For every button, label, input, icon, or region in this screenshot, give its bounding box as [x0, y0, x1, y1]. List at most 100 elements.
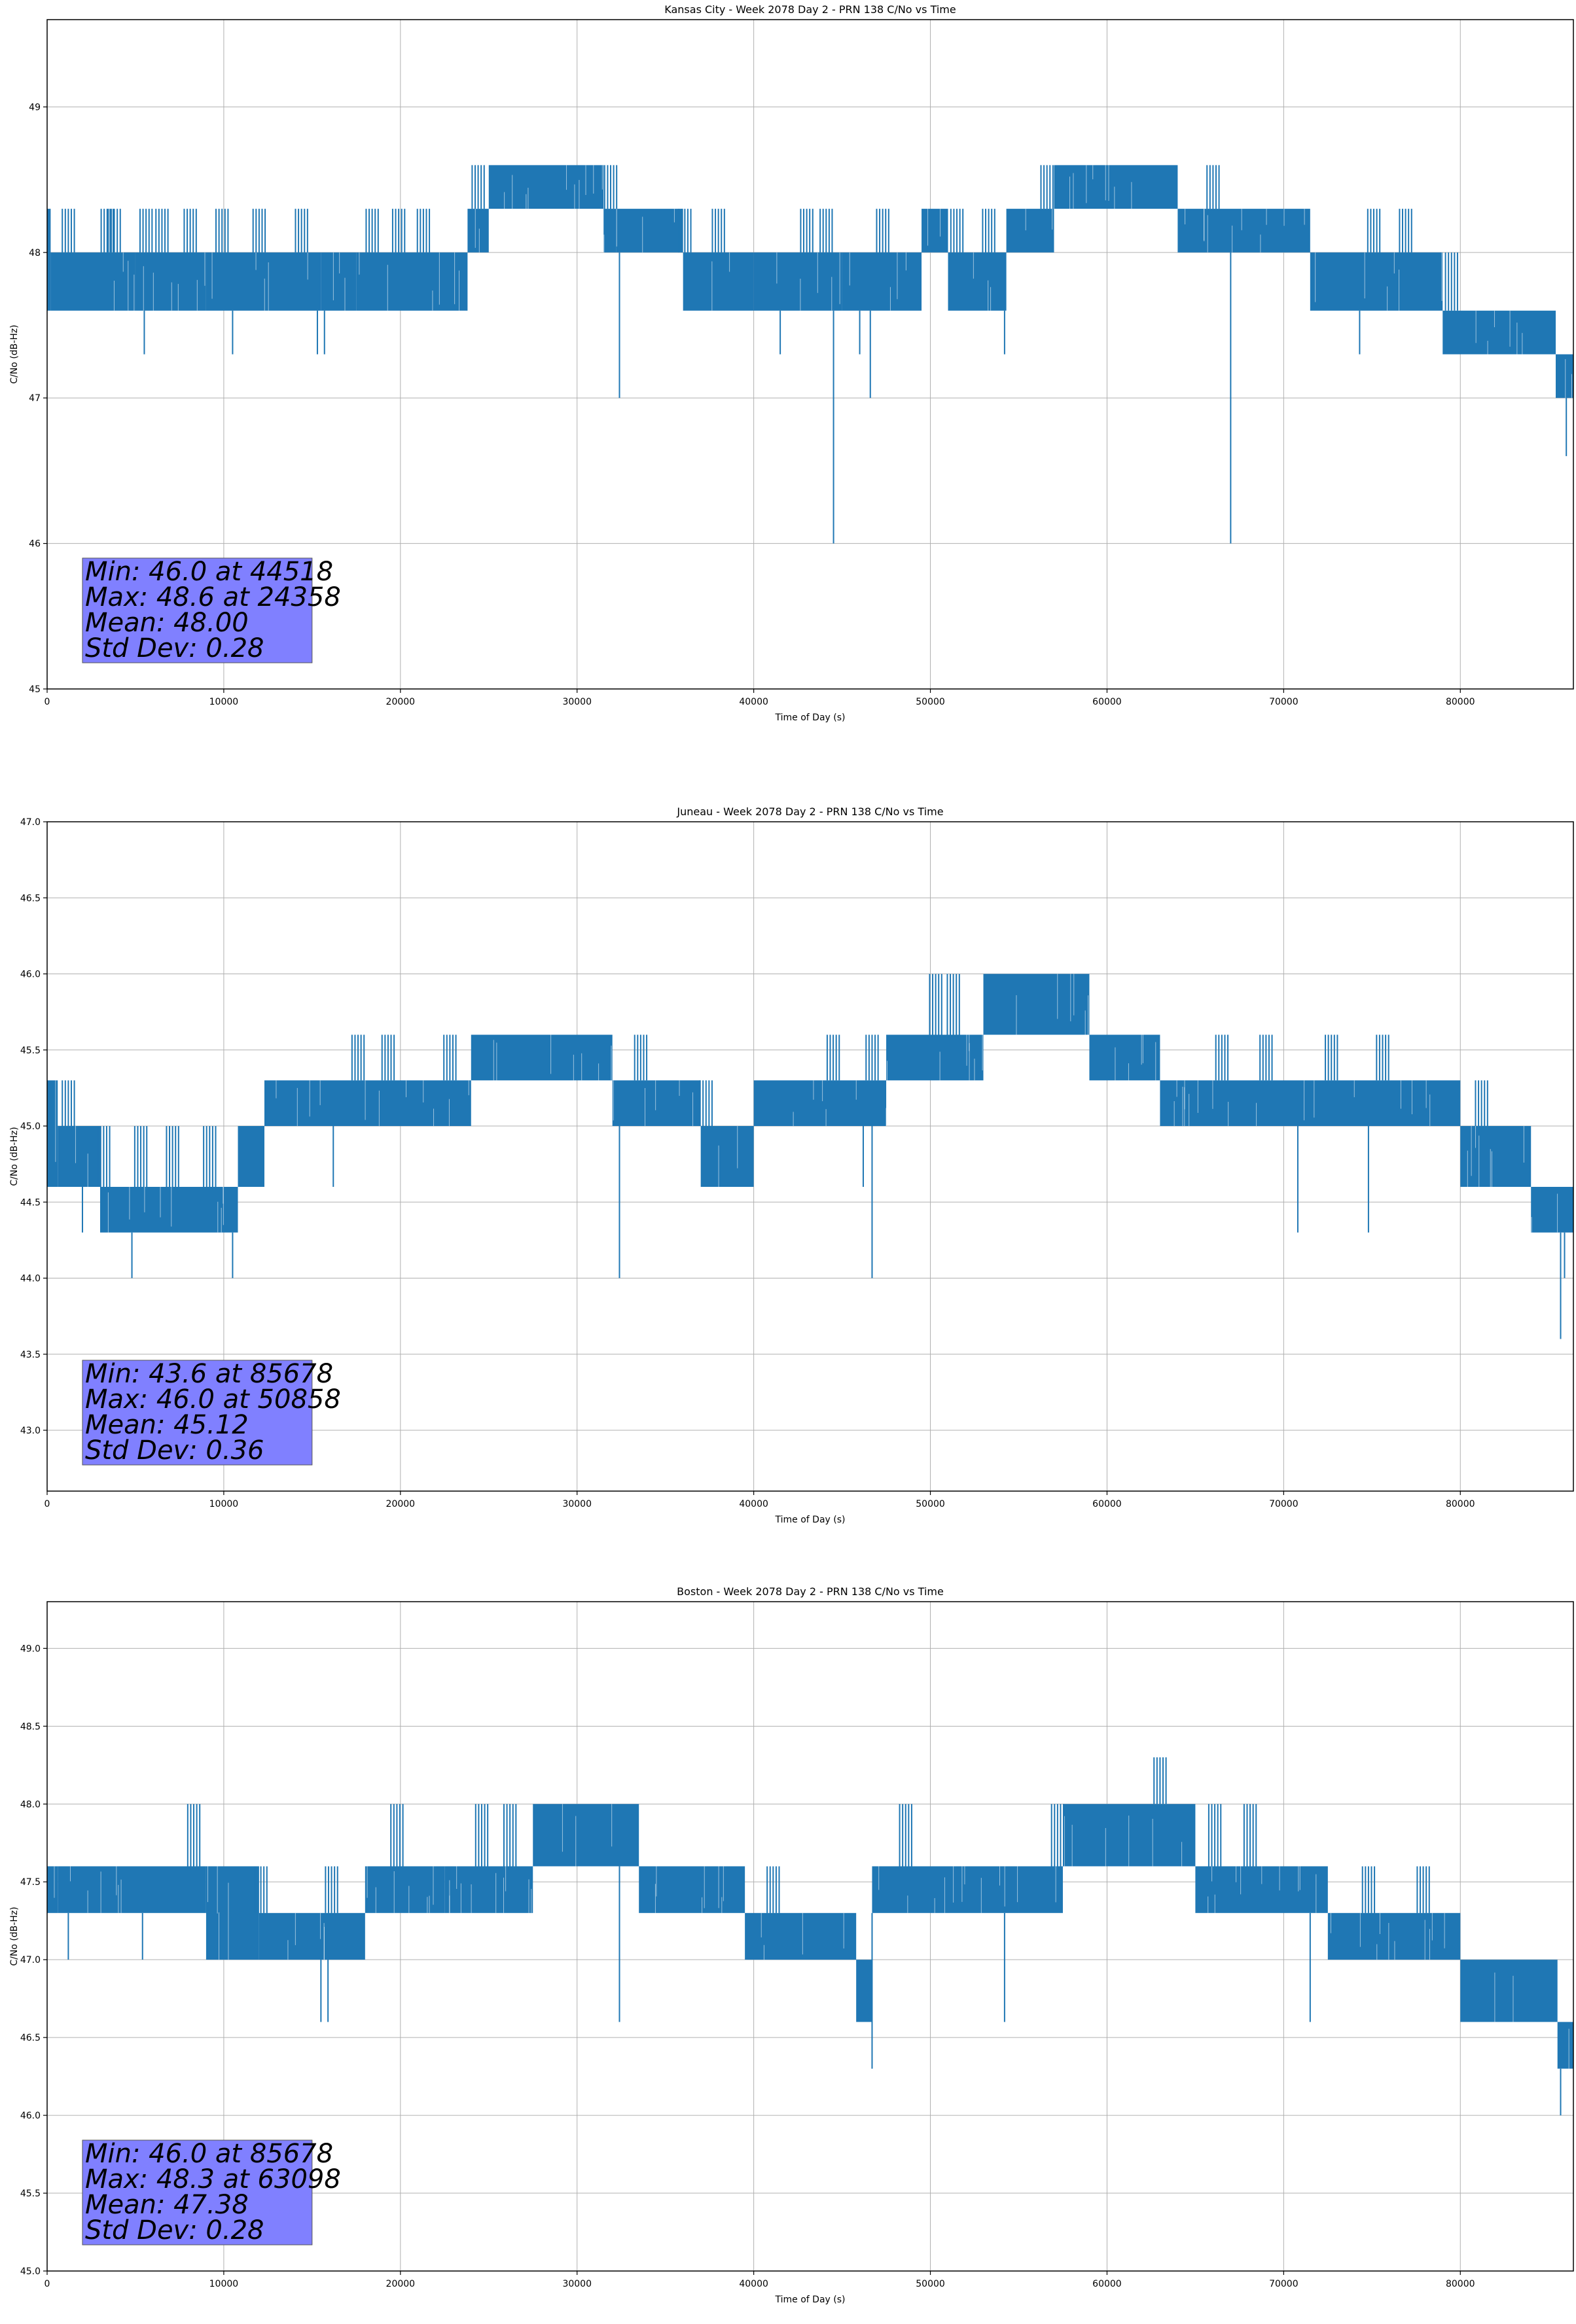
stats-line: Min: 46.0 at 85678	[85, 2139, 333, 2169]
stats-box	[82, 557, 313, 663]
x-tick-label: 10000	[209, 2279, 239, 2289]
y-tick-label: 45	[29, 684, 41, 695]
y-tick-label: 46.5	[20, 2033, 41, 2043]
data-band	[47, 1080, 58, 1187]
data-band	[639, 1866, 745, 1913]
data-band	[365, 1866, 445, 1913]
x-tick-label: 20000	[386, 697, 416, 707]
y-tick-label: 49.0	[20, 1644, 41, 1654]
data-band	[1442, 310, 1556, 355]
data-band	[471, 1034, 613, 1081]
stats-box	[82, 1360, 313, 1466]
data-band	[886, 1034, 984, 1081]
data-band	[238, 1126, 264, 1187]
chart-boston: Boston - Week 2078 Day 2 - PRN 138 C/No …	[9, 1585, 1574, 2305]
data-band	[683, 252, 754, 311]
data-band	[616, 209, 683, 253]
data-band	[872, 1866, 1019, 1913]
stats-line: Min: 43.6 at 85678	[85, 1359, 333, 1389]
data-band	[1556, 354, 1573, 398]
chart-panel-juneau: Juneau - Week 2078 Day 2 - PRN 138 C/No …	[0, 759, 1576, 1541]
stats-line: Max: 48.6 at 24358	[85, 582, 341, 612]
y-tick-label: 44.0	[20, 1274, 41, 1284]
data-band	[1054, 165, 1178, 209]
data-band	[259, 1912, 365, 1960]
y-tick-label: 48	[29, 248, 41, 258]
stats-line: Min: 46.0 at 44518	[85, 557, 333, 587]
x-tick-label: 0	[45, 697, 50, 707]
x-tick-label: 0	[45, 1499, 50, 1509]
chart-title: Juneau - Week 2078 Day 2 - PRN 138 C/No …	[676, 805, 943, 818]
y-tick-label: 43.5	[20, 1350, 41, 1360]
stats-line: Max: 46.0 at 50858	[85, 1384, 341, 1415]
chart-panel-boston: Boston - Week 2078 Day 2 - PRN 138 C/No …	[0, 1541, 1576, 2321]
chart-title: Kansas City - Week 2078 Day 2 - PRN 138 …	[664, 3, 956, 16]
y-tick-label: 46.0	[20, 970, 41, 980]
data-band	[1531, 1187, 1573, 1233]
y-tick-label: 45.5	[20, 1046, 41, 1056]
stats-box	[82, 2139, 313, 2245]
x-tick-label: 60000	[1092, 2279, 1122, 2289]
data-band	[47, 209, 51, 311]
x-tick-label: 40000	[739, 2279, 768, 2289]
x-tick-label: 60000	[1092, 697, 1122, 707]
x-tick-label: 20000	[386, 2279, 416, 2289]
stats-line: Std Dev: 0.28	[85, 633, 264, 663]
y-tick-label: 44.5	[20, 1197, 41, 1208]
data-series	[47, 974, 1573, 1339]
data-band	[856, 1960, 872, 2022]
y-tick-label: 47.5	[20, 1877, 41, 1888]
data-band	[50, 252, 135, 311]
chart-kansas-city: Kansas City - Week 2078 Day 2 - PRN 138 …	[9, 3, 1574, 723]
x-tick-label: 10000	[209, 1499, 239, 1509]
y-tick-label: 45.0	[20, 2266, 41, 2277]
axes-frame	[46, 1601, 1574, 2272]
x-tick-label: 40000	[739, 1499, 768, 1509]
y-tick-label: 49	[29, 102, 41, 113]
x-tick-label: 30000	[562, 2279, 592, 2289]
data-band	[444, 1866, 533, 1913]
chart-juneau: Juneau - Week 2078 Day 2 - PRN 138 C/No …	[9, 805, 1574, 1525]
data-band	[47, 1866, 58, 1913]
stats-line: Mean: 45.12	[85, 1410, 249, 1440]
y-axis-label: C/No (dB-Hz)	[9, 1127, 20, 1186]
x-tick-label: 80000	[1446, 697, 1475, 707]
y-tick-label: 43.0	[20, 1426, 41, 1436]
data-band	[1310, 252, 1443, 311]
data-band	[533, 1804, 639, 1867]
y-tick-label: 46	[29, 539, 41, 550]
data-band	[99, 1187, 238, 1233]
x-tick-label: 60000	[1092, 1499, 1122, 1509]
data-series	[47, 165, 1573, 544]
y-tick-label: 47.0	[20, 817, 41, 828]
data-band	[135, 252, 206, 311]
data-band	[206, 1866, 259, 1960]
x-tick-label: 50000	[916, 2279, 945, 2289]
data-band	[1460, 1126, 1531, 1187]
axes-frame	[46, 821, 1574, 1492]
data-band	[1177, 209, 1310, 253]
x-axis-label: Time of Day (s)	[775, 2295, 846, 2305]
y-axis-label: C/No (dB-Hz)	[9, 325, 20, 383]
data-band	[603, 209, 617, 253]
x-tick-label: 70000	[1269, 697, 1298, 707]
data-series	[47, 1757, 1573, 2116]
x-tick-label: 50000	[916, 1499, 945, 1509]
y-tick-label: 48.0	[20, 1799, 41, 1810]
x-tick-label: 70000	[1269, 2279, 1298, 2289]
data-band	[356, 252, 468, 311]
x-tick-label: 10000	[209, 697, 239, 707]
axes-frame	[46, 19, 1574, 690]
data-band	[1018, 1866, 1063, 1913]
data-band	[948, 252, 1007, 311]
data-band	[467, 209, 489, 253]
y-tick-label: 45.5	[20, 2189, 41, 2199]
y-tick-label: 47.0	[20, 1955, 41, 1965]
y-tick-label: 48.5	[20, 1721, 41, 1732]
data-band	[842, 252, 922, 311]
data-band	[612, 1080, 701, 1126]
data-band	[922, 209, 948, 253]
